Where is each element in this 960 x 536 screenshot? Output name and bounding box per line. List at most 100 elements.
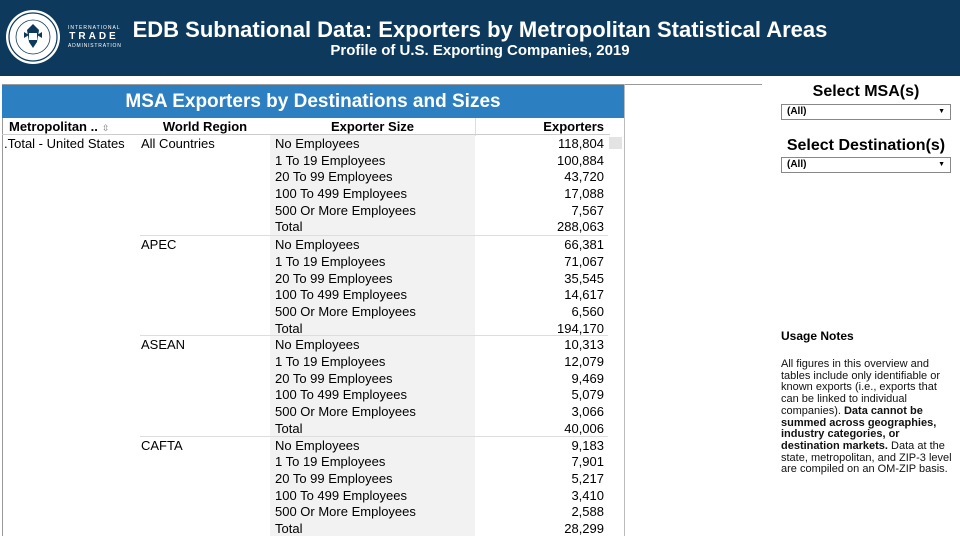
exporter-size-cell: No Employees [275,337,360,353]
region-group: All Countries No Employees 118,804 1 To 19 … [140,135,608,236]
sort-icon[interactable]: ⇳ [101,123,110,133]
table-row[interactable]: 20 To 99 Employees 9,469 [274,371,604,388]
table-row[interactable]: Total 194,170 [274,321,604,338]
destination-dropdown-value: (All) [787,159,807,170]
msa-dropdown[interactable]: (All) ▼ [781,104,951,120]
table-row[interactable]: 1 To 19 Employees 100,884 [274,153,604,170]
page-title: EDB Subnational Data: Exporters by Metro… [132,17,828,42]
msa-cell[interactable]: .Total - United States [4,136,125,151]
region-group: APEC No Employees 66,381 1 To 19 Employees 7… [140,235,608,336]
exporter-size-cell: 20 To 99 Employees [275,270,393,286]
exporters-cell: 14,617 [564,287,604,303]
select-destination-label: Select Destination(s) [786,137,946,154]
exporter-size-cell: 20 To 99 Employees [275,169,393,185]
table-row[interactable]: 1 To 19 Employees 7,901 [274,454,604,471]
exporters-cell: 71,067 [564,253,604,269]
exporter-size-cell: 500 Or More Employees [275,504,416,520]
table-row[interactable]: 20 To 99 Employees 5,217 [274,471,604,488]
table-row[interactable]: 100 To 499 Employees 14,617 [274,287,604,304]
exporters-cell: 9,183 [571,437,604,453]
destination-dropdown[interactable]: (All) ▼ [781,157,951,173]
table-row[interactable]: Total 288,063 [274,219,604,236]
exporter-size-cell: 20 To 99 Employees [275,370,393,386]
exporter-size-cell: 1 To 19 Employees [275,253,386,269]
exporters-cell: 7,567 [571,202,604,218]
exporters-cell: 35,545 [564,270,604,286]
region-group: ASEAN No Employees 10,313 1 To 19 Employees… [140,335,608,436]
chevron-down-icon[interactable]: ▼ [938,108,945,115]
table-row[interactable]: No Employees 118,804 [274,136,604,153]
exporters-cell: 12,079 [564,354,604,370]
exporters-cell: 3,410 [571,487,604,503]
exporter-size-cell: No Employees [275,237,360,253]
exporters-cell: 100,884 [557,152,604,168]
table-row[interactable]: 500 Or More Employees 2,588 [274,504,604,521]
exporter-size-cell: 100 To 499 Employees [275,186,408,202]
scrollbar-thumb[interactable] [609,137,622,149]
exporter-size-cell: Total [275,320,303,336]
size-rows: No Employees 66,381 1 To 19 Employees 71,06… [274,237,604,337]
col-header-exporters[interactable]: Exporters [543,119,604,134]
table-row[interactable]: No Employees 10,313 [274,337,604,354]
exporter-size-cell: No Employees [275,136,360,151]
msa-dropdown-value: (All) [787,106,807,117]
col-header-world-region[interactable]: World Region [162,119,248,134]
exporters-cell: 194,170 [557,320,604,336]
table-row[interactable]: 100 To 499 Employees 5,079 [274,387,604,404]
size-rows: No Employees 9,183 1 To 19 Employees 7,901 2… [274,438,604,536]
exporters-cell: 9,469 [571,370,604,386]
world-region-cell[interactable]: ASEAN [141,337,186,353]
exporters-cell: 17,088 [564,186,604,202]
table-row[interactable]: 100 To 499 Employees 3,410 [274,488,604,505]
exporter-size-cell: No Employees [275,437,360,453]
usage-notes-title: Usage Notes [781,329,854,343]
exporter-size-cell: Total [275,219,303,235]
exporter-size-cell: 100 To 499 Employees [275,387,408,403]
table-row[interactable]: 100 To 499 Employees 17,088 [274,186,604,203]
table-row[interactable]: 1 To 19 Employees 12,079 [274,354,604,371]
exporters-cell: 66,381 [564,237,604,253]
table-row[interactable]: Total 28,299 [274,521,604,536]
exporter-size-cell: Total [275,521,303,536]
exporters-cell: 5,079 [571,387,604,403]
table-row[interactable]: 20 To 99 Employees 35,545 [274,271,604,288]
exporter-size-cell: 500 Or More Employees [275,404,416,420]
col-header-metropolitan[interactable]: Metropolitan .. ⇳ [9,119,110,134]
exporter-size-cell: 500 Or More Employees [275,303,416,319]
region-group: CAFTA No Employees 9,183 1 To 19 Employees 7… [140,435,608,536]
exporters-cell: 2,588 [571,504,604,520]
world-region-cell[interactable]: CAFTA [141,437,183,453]
size-rows: No Employees 118,804 1 To 19 Employees 100,… [274,136,604,236]
table-panel [2,84,762,536]
table-row[interactable]: 1 To 19 Employees 71,067 [274,254,604,271]
department-seal-logo [6,10,60,64]
chevron-down-icon[interactable]: ▼ [938,161,945,168]
table-row[interactable]: 20 To 99 Employees 43,720 [274,169,604,186]
exporter-size-cell: 20 To 99 Employees [275,470,393,486]
exporter-size-cell: 100 To 499 Employees [275,287,408,303]
exporters-cell: 288,063 [557,219,604,235]
table-row[interactable]: 500 Or More Employees 3,066 [274,404,604,421]
table-row[interactable]: Total 40,006 [274,421,604,438]
panel-divider [624,84,625,536]
table-row[interactable]: 500 Or More Employees 7,567 [274,203,604,220]
exporter-size-cell: 1 To 19 Employees [275,354,386,370]
col-header-exporter-size[interactable]: Exporter Size [330,119,415,134]
table-scrollbar[interactable] [608,135,624,536]
exporters-cell: 5,217 [571,470,604,486]
table-row[interactable]: No Employees 66,381 [274,237,604,254]
table-row[interactable]: No Employees 9,183 [274,438,604,455]
exporters-cell: 6,560 [571,303,604,319]
world-region-cell[interactable]: All Countries [141,136,215,151]
ita-wordmark: INTERNATIONAL TRADE ADMINISTRATION [68,25,122,49]
size-rows: No Employees 10,313 1 To 19 Employees 12,07… [274,337,604,437]
table-title: MSA Exporters by Destinations and Sizes [2,85,624,118]
page-subtitle: Profile of U.S. Exporting Companies, 201… [330,42,630,59]
exporters-cell: 7,901 [571,454,604,470]
exporter-size-cell: 100 To 499 Employees [275,487,408,503]
header-divider [475,118,476,136]
exporters-cell: 3,066 [571,404,604,420]
header-underline [2,134,610,135]
world-region-cell[interactable]: APEC [141,237,177,253]
table-row[interactable]: 500 Or More Employees 6,560 [274,304,604,321]
